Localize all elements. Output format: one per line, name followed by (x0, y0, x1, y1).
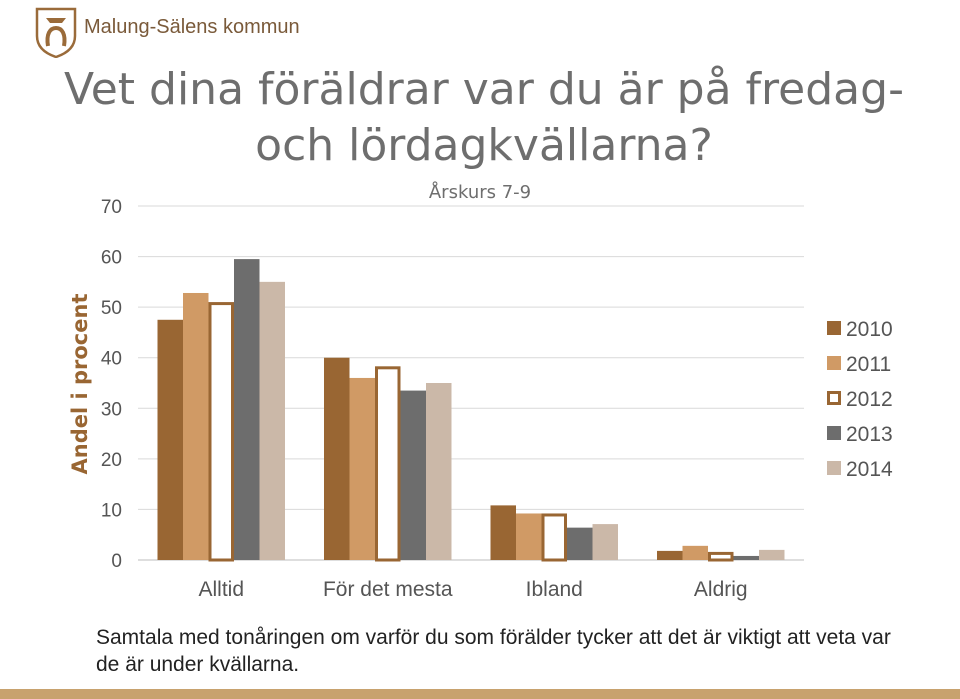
chart-bars (157, 259, 785, 562)
x-tick-label: För det mesta (323, 578, 453, 601)
x-tick-label: Ibland (526, 578, 583, 601)
bar-2012-2 (541, 513, 567, 562)
bar-2011-1 (349, 377, 375, 560)
x-tick-labels: Alltid För det mesta Ibland Aldrig (198, 578, 747, 601)
bar-2011-3 (682, 545, 708, 560)
bar-2012-3 (708, 551, 734, 562)
legend-label-2011: 2011 (846, 353, 891, 376)
legend-swatch-2012 (827, 391, 841, 405)
legend-swatch-2010 (827, 321, 841, 335)
bar-2010-2 (490, 505, 516, 560)
y-tick-label: 40 (101, 349, 122, 370)
legend-swatch-2013 (827, 426, 841, 440)
legend-swatch-2011 (827, 356, 841, 370)
y-tick-label: 70 (101, 197, 122, 218)
bar-2013-0 (234, 259, 260, 560)
chart-title: Årskurs 7-9 (429, 181, 531, 203)
y-tick-label: 10 (101, 500, 122, 521)
bar-2010-1 (324, 357, 350, 560)
bar-2014-3 (759, 549, 785, 560)
bar-2010-3 (657, 550, 683, 560)
bar-2012-1 (375, 366, 401, 562)
bar-2013-2 (567, 527, 593, 560)
legend-label-2014: 2014 (846, 458, 893, 481)
bar-2013-3 (733, 555, 759, 560)
x-tick-label: Aldrig (694, 578, 748, 601)
y-tick-label: 20 (101, 450, 122, 471)
bar-2010-0 (157, 319, 183, 560)
legend-label-2012: 2012 (846, 388, 893, 411)
bar-2014-1 (426, 383, 452, 560)
y-tick-label: 50 (101, 298, 122, 319)
legend-swatch-2014 (827, 461, 841, 475)
page-title: Vet dina föräldrar var du är på fredag- … (64, 64, 904, 171)
bar-chart: 0 10 20 30 40 50 60 70 Alltid För det mesta Iblan… (68, 181, 893, 601)
bar-2011-2 (516, 513, 542, 560)
municipality-logo-icon (35, 7, 77, 58)
bar-2014-0 (259, 281, 285, 560)
bar-2013-1 (400, 390, 426, 560)
x-tick-label: Alltid (198, 578, 244, 601)
y-tick-label: 60 (101, 248, 122, 269)
org-name: Malung-Sälens kommun (84, 16, 300, 38)
bottom-accent-bar (0, 689, 960, 699)
y-axis-label: Andel i procent (68, 294, 92, 475)
legend-label-2010: 2010 (846, 318, 893, 341)
bar-2012-0 (208, 302, 234, 562)
chart-legend: 2010 2011 2012 2013 2014 (827, 318, 893, 481)
y-tick-label: 0 (111, 551, 122, 572)
bar-2011-0 (183, 292, 209, 560)
legend-label-2013: 2013 (846, 423, 893, 446)
y-tick-labels: 0 10 20 30 40 50 60 70 (101, 197, 122, 572)
y-tick-label: 30 (101, 399, 122, 420)
bar-2014-2 (592, 524, 618, 560)
caption-text: Samtala med tonåringen om varför du som … (96, 626, 891, 676)
